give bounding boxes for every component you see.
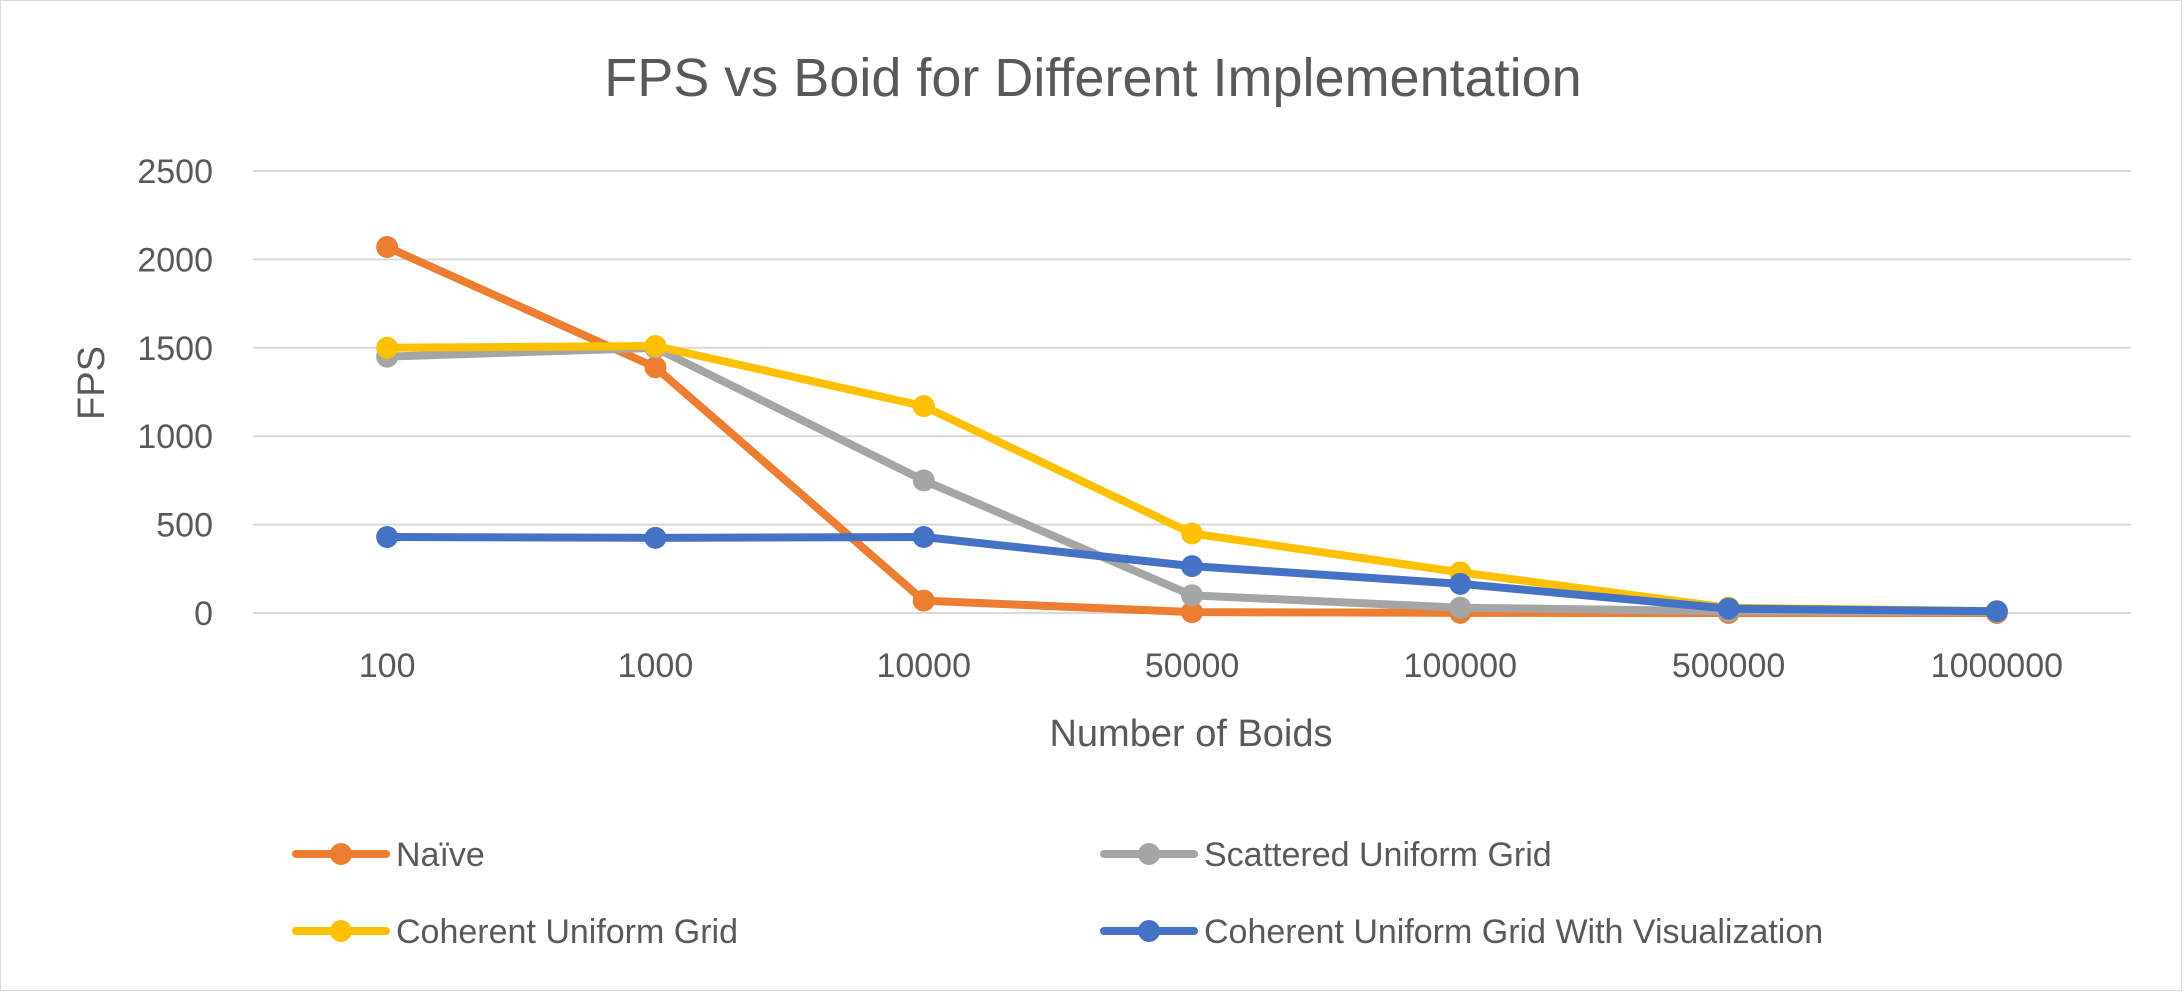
data-point bbox=[644, 335, 667, 358]
legend-label: Scattered Uniform Grid bbox=[1204, 836, 1552, 874]
legend-label: Naïve bbox=[396, 836, 485, 874]
y-axis-title: FPS bbox=[71, 346, 113, 420]
data-point bbox=[376, 525, 399, 548]
legend-label: Coherent Uniform Grid bbox=[396, 913, 738, 951]
y-tick-label: 1000 bbox=[137, 418, 213, 456]
legend: Naïve Scattered Uniform Grid Coherent Unif… bbox=[292, 836, 1823, 951]
legend-entry: Scattered Uniform Grid bbox=[1100, 836, 1552, 874]
legend-marker bbox=[1138, 920, 1160, 942]
data-point bbox=[912, 469, 935, 492]
x-tick-label: 1000000 bbox=[1931, 647, 2063, 685]
data-point bbox=[1449, 596, 1472, 619]
data-point bbox=[912, 589, 935, 612]
x-tick-label: 10000 bbox=[876, 647, 971, 685]
series-group bbox=[376, 335, 2008, 623]
data-point bbox=[1449, 572, 1472, 595]
gridlines bbox=[253, 170, 2131, 614]
x-axis-title: Number of Boids bbox=[1049, 713, 1332, 755]
legend-entry: Naïve bbox=[292, 836, 485, 874]
data-point bbox=[376, 336, 399, 359]
data-point bbox=[644, 356, 667, 379]
legend-marker bbox=[1138, 843, 1160, 865]
y-tick-label: 2000 bbox=[137, 241, 213, 279]
legend-entry: Coherent Uniform Grid bbox=[292, 913, 738, 951]
data-point bbox=[376, 236, 399, 259]
x-tick-label: 100000 bbox=[1404, 647, 1517, 685]
y-tick-label: 2500 bbox=[137, 153, 213, 191]
legend-marker bbox=[330, 920, 352, 942]
data-point bbox=[1181, 522, 1203, 545]
data-point bbox=[1717, 597, 1740, 620]
data-point bbox=[912, 395, 935, 418]
data-point bbox=[1181, 601, 1203, 624]
data-point bbox=[1181, 584, 1203, 607]
x-tick-label: 500000 bbox=[1672, 647, 1785, 685]
legend-marker bbox=[330, 843, 352, 865]
x-tick-label: 50000 bbox=[1145, 647, 1240, 685]
y-tick-label: 500 bbox=[156, 507, 213, 545]
data-point bbox=[1985, 600, 2008, 623]
x-tick-label: 1000 bbox=[618, 647, 694, 685]
y-axis-ticks: 0 500 1000 1500 2000 2500 bbox=[137, 153, 213, 633]
data-point bbox=[1181, 555, 1203, 578]
legend-label: Coherent Uniform Grid With Visualization bbox=[1204, 913, 1823, 951]
series-lines bbox=[376, 236, 2008, 624]
series-group bbox=[376, 525, 2008, 623]
chart-title: FPS vs Boid for Different Implementation bbox=[604, 48, 1581, 108]
data-point bbox=[644, 526, 667, 549]
x-tick-label: 100 bbox=[359, 647, 416, 685]
series-group bbox=[376, 336, 2008, 624]
y-tick-label: 1500 bbox=[137, 330, 213, 368]
y-tick-label: 0 bbox=[194, 595, 213, 633]
legend-entry: Coherent Uniform Grid With Visualization bbox=[1100, 913, 1823, 951]
data-point bbox=[912, 525, 935, 548]
x-axis-ticks: 100 1000 10000 50000 100000 500000 1000000 bbox=[359, 647, 2063, 685]
